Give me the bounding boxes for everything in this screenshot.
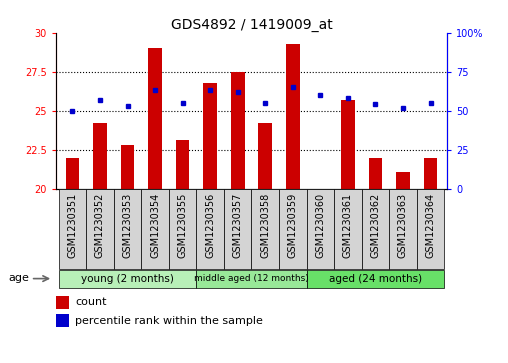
Bar (306, 189, 334, 269)
Bar (93, 123, 107, 189)
Bar (231, 72, 244, 189)
Text: GSM1230364: GSM1230364 (426, 193, 435, 258)
Text: GSM1230362: GSM1230362 (370, 193, 380, 258)
Bar (197, 189, 224, 269)
Bar (114, 189, 141, 269)
Text: GSM1230356: GSM1230356 (205, 193, 215, 258)
Text: count: count (75, 297, 107, 307)
Text: GSM1230358: GSM1230358 (260, 193, 270, 258)
Bar (203, 83, 217, 189)
Bar (56, 296, 69, 309)
Bar (362, 189, 389, 269)
Bar (197, 270, 306, 287)
Bar (286, 44, 300, 189)
Text: GSM1230353: GSM1230353 (122, 193, 133, 258)
Bar (306, 270, 444, 287)
Text: GSM1230355: GSM1230355 (178, 193, 187, 258)
Bar (66, 158, 79, 189)
Bar (141, 189, 169, 269)
Text: percentile rank within the sample: percentile rank within the sample (75, 315, 263, 326)
Bar (334, 189, 362, 269)
Bar (224, 189, 251, 269)
Text: age: age (8, 273, 29, 283)
Text: middle aged (12 months): middle aged (12 months) (194, 274, 309, 283)
Bar (396, 172, 410, 189)
Text: GSM1230361: GSM1230361 (343, 193, 353, 258)
Text: GSM1230359: GSM1230359 (288, 193, 298, 258)
Bar (148, 48, 162, 189)
Bar (368, 158, 383, 189)
Bar (259, 123, 272, 189)
Text: GSM1230357: GSM1230357 (233, 193, 243, 258)
Bar (417, 189, 444, 269)
Bar (58, 189, 86, 269)
Text: GSM1230354: GSM1230354 (150, 193, 160, 258)
Bar (56, 314, 69, 327)
Text: GSM1230352: GSM1230352 (95, 193, 105, 258)
Text: GSM1230363: GSM1230363 (398, 193, 408, 258)
Bar (120, 145, 135, 189)
Title: GDS4892 / 1419009_at: GDS4892 / 1419009_at (171, 18, 332, 32)
Bar (424, 158, 437, 189)
Bar (341, 100, 355, 189)
Bar (389, 189, 417, 269)
Bar (58, 270, 197, 287)
Text: aged (24 months): aged (24 months) (329, 274, 422, 284)
Text: young (2 months): young (2 months) (81, 274, 174, 284)
Bar (176, 140, 189, 189)
Text: GSM1230351: GSM1230351 (68, 193, 77, 258)
Bar (169, 189, 197, 269)
Bar (251, 189, 279, 269)
Bar (86, 189, 114, 269)
Bar (279, 189, 306, 269)
Text: GSM1230360: GSM1230360 (315, 193, 325, 258)
